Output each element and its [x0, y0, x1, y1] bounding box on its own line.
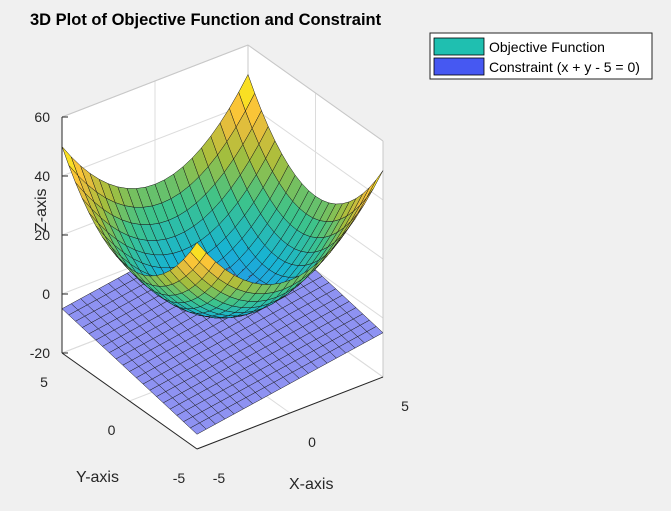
x-tick-label: 5	[401, 398, 409, 414]
z-tick-label: 60	[34, 109, 50, 125]
y-tick-label: 5	[40, 374, 48, 390]
tick-labels: -20 0 20 40 60 -5 0 5 -5 0 5	[30, 109, 409, 486]
y-axis-line	[61, 352, 198, 450]
x-axis-label: X-axis	[289, 476, 333, 493]
constraint-surface-patch	[366, 326, 384, 339]
chart-title: 3D Plot of Objective Function and Constr…	[30, 11, 382, 29]
y-axis-label: Y-axis	[76, 469, 119, 486]
z-axis-label: Z-axis	[33, 188, 50, 232]
objective-surface-patch	[366, 170, 384, 198]
y-tick-label: -5	[173, 470, 186, 486]
surfaces	[61, 74, 384, 435]
legend-swatch-objective	[433, 37, 485, 56]
legend-entry-constraint: Constraint (x + y - 5 = 0)	[489, 59, 640, 75]
legend[interactable]: Objective Function Constraint (x + y - 5…	[429, 32, 653, 80]
box-edge	[247, 44, 384, 142]
z-tick-label: 20	[34, 227, 50, 243]
x-axis-line	[196, 376, 384, 450]
box-edge	[61, 44, 249, 118]
x-tick-label: 0	[308, 434, 316, 450]
z-tick-label: 0	[42, 286, 50, 302]
legend-entry-objective: Objective Function	[489, 39, 605, 55]
y-tick-label: 0	[108, 422, 116, 438]
z-tick-label: -20	[30, 345, 50, 361]
legend-swatch-constraint	[433, 57, 485, 76]
x-tick-label: -5	[213, 470, 226, 486]
z-tick-label: 40	[34, 168, 50, 184]
